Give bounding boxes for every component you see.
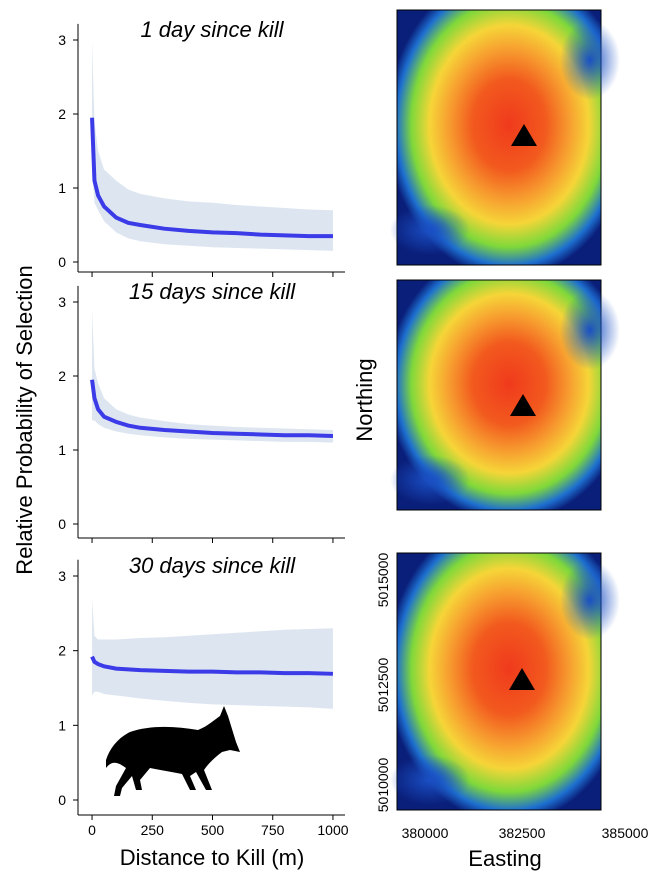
y-tick-label: 2: [58, 643, 66, 659]
coyote-silhouette: [106, 706, 240, 796]
maps: [390, 9, 620, 811]
x-tick-label: 250: [141, 822, 165, 838]
y-tick-label: 2: [58, 106, 66, 122]
y-tick-label: 1: [58, 717, 66, 733]
map-x-tick-label: 385000: [602, 825, 649, 841]
line: [90, 655, 334, 676]
y-tick-label: 2: [58, 368, 66, 384]
panel-title: 1 day since kill: [140, 17, 284, 42]
y-tick-label: 0: [58, 792, 66, 808]
line: [90, 379, 334, 438]
panel-title: 30 days since kill: [129, 553, 296, 578]
y-tick-label: 3: [58, 32, 66, 48]
line: [90, 117, 333, 239]
y-axis-label: Relative Probability of Selection: [12, 265, 37, 574]
confidence-band: [92, 40, 333, 251]
x-tick-label: 750: [261, 822, 285, 838]
x-tick-label: 0: [88, 822, 96, 838]
map: [390, 552, 620, 811]
map-x-tick-label: 382500: [499, 825, 546, 841]
x-tick-label: 500: [201, 822, 225, 838]
confidence-band: [92, 598, 333, 709]
map-y-tick-label: 5015000: [375, 553, 391, 608]
map-axes: 380000 382500 385000 5015000 5012500 5010000 E…: [352, 358, 649, 871]
y-tick-label: 3: [58, 294, 66, 310]
x-tick-label: 1000: [317, 822, 348, 838]
y-tick-label: 1: [58, 442, 66, 458]
panel-title: 15 days since kill: [129, 279, 296, 304]
map-y-tick-label: 5012500: [375, 658, 391, 713]
map: [390, 279, 620, 511]
y-tick-label: 0: [58, 516, 66, 532]
panel: 0 1 2 3 0 250 500 750 1000 30 days since kill Dist…: [58, 553, 349, 870]
y-tick-label: 0: [58, 254, 66, 270]
map-x-label: Easting: [468, 846, 541, 871]
map-y-tick-label: 5010000: [375, 758, 391, 813]
panel: 0 1 2 3 15 days since kill Relative Probabili…: [12, 265, 345, 575]
map-x-tick-label: 380000: [402, 825, 449, 841]
y-tick-label: 1: [58, 180, 66, 196]
map: [390, 9, 620, 266]
panel: 0 1 2 3 1 day since kill: [58, 17, 345, 277]
map-y-label: Northing: [352, 358, 377, 441]
x-axis-label: Distance to Kill (m): [120, 845, 305, 870]
y-tick-label: 3: [58, 568, 66, 584]
confidence-band: [92, 309, 333, 443]
